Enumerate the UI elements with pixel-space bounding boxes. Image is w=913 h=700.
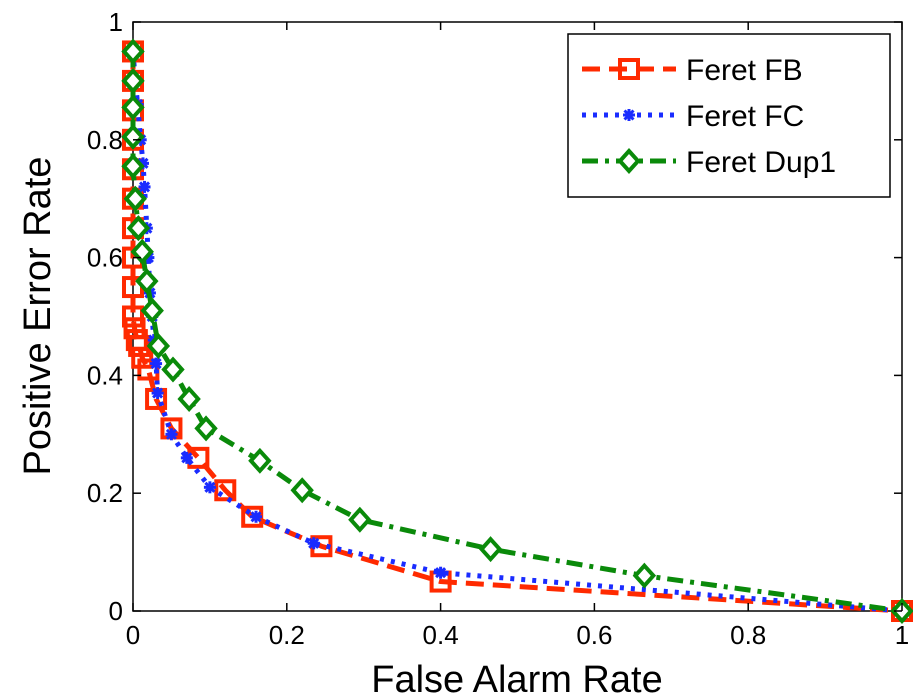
data-point-feret-fb [131, 346, 154, 369]
x-tick-label: 0.4 [423, 620, 459, 650]
data-point-feret-dup1 [135, 268, 159, 295]
y-tick-label: 0 [109, 596, 123, 626]
x-axis-ticks: 0 0.2 0.4 0.6 0.8 1 [126, 22, 909, 650]
y-axis-label: Positive Error Rate [17, 157, 59, 476]
series-feret-dup1 [121, 38, 913, 624]
y-tick-label: 0.4 [87, 360, 123, 390]
data-point-feret-fc [203, 481, 216, 494]
legend: Feret FB Feret FC Feret Dup1 [567, 33, 891, 198]
data-point-feret-dup1 [121, 123, 145, 150]
data-point-feret-dup1 [121, 38, 145, 65]
data-point-feret-dup1 [177, 385, 201, 412]
legend-entry-feret-fb: Feret FB [582, 54, 803, 87]
legend-marker [623, 109, 635, 121]
legend-label: Feret FB [686, 54, 803, 87]
x-tick-label: 0.6 [576, 620, 612, 650]
series-line-feret-dup1 [130, 51, 903, 614]
data-point-feret-dup1 [348, 506, 372, 533]
data-point-feret-dup1 [290, 477, 314, 504]
data-point-feret-fc [307, 537, 320, 550]
data-point-feret-dup1 [632, 562, 657, 589]
data-point-feret-dup1 [121, 67, 145, 94]
x-tick-label: 0.2 [269, 620, 305, 650]
x-tick-label: 0 [126, 620, 140, 650]
legend-entry-feret-dup1: Feret Dup1 [582, 146, 836, 179]
data-point-feret-fc [138, 180, 151, 193]
legend-marker [617, 148, 641, 174]
data-point-feret-dup1 [146, 332, 171, 359]
data-point-feret-fc [165, 428, 178, 441]
data-point-feret-fc [180, 451, 193, 464]
data-point-feret-dup1 [121, 153, 145, 180]
y-tick-label: 0.8 [87, 125, 123, 155]
data-point-feret-dup1 [130, 238, 154, 265]
data-point-feret-dup1 [478, 536, 503, 563]
data-point-feret-fc [434, 566, 447, 579]
legend-label: Feret FC [686, 100, 804, 133]
data-point-feret-dup1 [121, 94, 145, 121]
x-tick-label: 1 [895, 620, 909, 650]
data-point-feret-dup1 [123, 185, 147, 212]
data-point-feret-dup1 [126, 215, 151, 242]
y-tick-label: 0.6 [87, 243, 123, 273]
legend-marker [618, 58, 640, 80]
legend-box [567, 33, 891, 198]
y-tick-label: 0.2 [87, 478, 123, 508]
y-tick-label: 1 [109, 7, 123, 37]
data-point-feret-fc [151, 387, 164, 400]
data-point-feret-dup1 [194, 415, 218, 442]
legend-entry-feret-fc: Feret FC [582, 100, 804, 133]
data-point-feret-fc [150, 357, 163, 370]
data-point-feret-dup1 [161, 356, 185, 383]
x-tick-label: 0.8 [730, 620, 766, 650]
data-point-feret-dup1 [248, 447, 272, 474]
legend-label: Feret Dup1 [686, 146, 836, 179]
series-layer [121, 38, 913, 624]
data-point-feret-fb [214, 479, 237, 502]
x-axis-label: False Alarm Rate [371, 659, 662, 700]
data-point-feret-fb [122, 305, 144, 328]
data-point-feret-fc [250, 510, 263, 523]
y-axis-ticks: 0 0.2 0.4 0.6 0.8 1 [87, 7, 902, 626]
data-point-feret-dup1 [140, 297, 164, 324]
